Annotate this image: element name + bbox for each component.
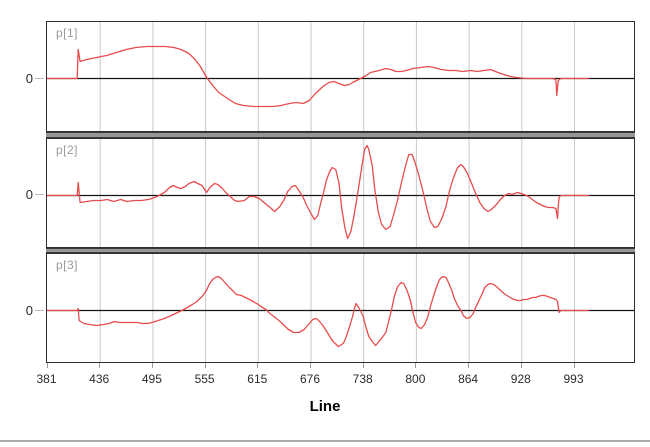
y-zero-label-p1: 0 <box>0 69 44 87</box>
tick-label-676: 676 <box>299 372 321 386</box>
y-zero-text-p2: 0 <box>25 186 33 202</box>
trace-p[2] <box>47 144 589 240</box>
trace-p[3] <box>47 275 589 348</box>
tick-label-738: 738 <box>352 372 373 386</box>
tick-mark-555 <box>204 363 206 368</box>
subplot-p3: p[3] <box>46 253 635 363</box>
subplot-p3-canvas <box>47 254 634 362</box>
y-zero-tick-p3 <box>35 309 44 311</box>
y-zero-text-p3: 0 <box>25 302 33 318</box>
y-zero-label-p2: 0 <box>0 185 44 203</box>
subplot-p1-label: p[1] <box>56 26 79 40</box>
tick-label-495: 495 <box>141 372 162 386</box>
subplot-p1: p[1] <box>46 21 635 132</box>
tick-mark-928 <box>520 363 522 368</box>
y-zero-label-p3: 0 <box>0 301 44 319</box>
tick-mark-436 <box>99 363 101 368</box>
tick-label-993: 993 <box>563 372 584 386</box>
tick-mark-381 <box>46 363 48 368</box>
plot-divider-2 <box>46 248 635 253</box>
subplot-p2-label: p[2] <box>56 143 79 157</box>
x-axis-title: Line <box>309 398 341 415</box>
tick-label-381: 381 <box>36 372 57 386</box>
tick-label-864: 864 <box>458 372 479 386</box>
subplot-p2: p[2] <box>46 138 635 248</box>
tick-label-615: 615 <box>247 372 268 386</box>
y-zero-text-p1: 0 <box>25 70 33 86</box>
subplot-p2-canvas <box>47 139 634 247</box>
tick-mark-738 <box>362 363 364 368</box>
tick-mark-864 <box>468 363 470 368</box>
subplot-p3-label: p[3] <box>56 258 79 272</box>
window-bottom-border <box>0 440 650 442</box>
tick-mark-615 <box>257 363 259 368</box>
tick-label-928: 928 <box>510 372 531 386</box>
y-zero-tick-p1 <box>35 77 44 79</box>
y-zero-tick-p2 <box>35 193 44 195</box>
tick-label-555: 555 <box>194 372 215 386</box>
trace-p[1] <box>47 45 589 108</box>
tick-label-800: 800 <box>405 372 426 386</box>
subplot-p1-canvas <box>47 22 634 131</box>
tick-mark-676 <box>310 363 311 368</box>
tick-mark-993 <box>573 363 575 368</box>
tick-label-436: 436 <box>89 372 110 386</box>
plot-divider-1 <box>46 132 635 138</box>
tick-mark-800 <box>415 363 417 368</box>
tick-mark-495 <box>151 363 153 368</box>
